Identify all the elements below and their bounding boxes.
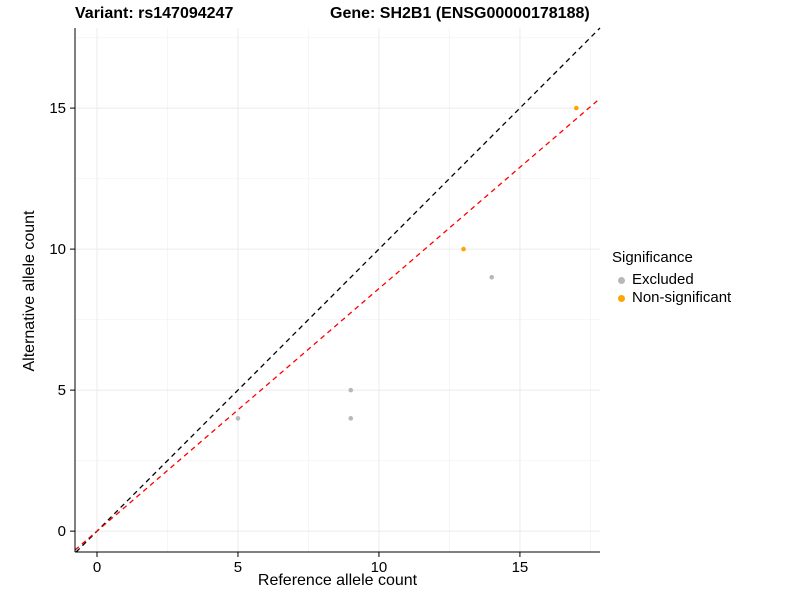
y-tick-label: 5: [58, 382, 66, 399]
legend-title: Significance: [612, 249, 693, 266]
y-axis-label: Alternative allele count: [21, 210, 38, 372]
variant-title: Variant: rs147094247: [75, 5, 234, 22]
data-point: [489, 275, 495, 280]
legend-item-label: Excluded: [632, 271, 694, 288]
gene-title: Gene: SH2B1 (ENSG00000178188): [330, 5, 590, 22]
non-significant-dot-icon: [618, 294, 625, 302]
x-axis-label: Reference allele count: [257, 572, 418, 589]
data-point: [574, 105, 579, 111]
data-point: [348, 416, 354, 421]
legend: Significance Excluded Non-significant: [612, 249, 798, 307]
legend-item-label: Non-significant: [632, 289, 732, 306]
data-point: [348, 387, 354, 393]
identity-line: [75, 27, 601, 553]
y-tick-label: 15: [49, 100, 66, 117]
x-tick-label: 5: [234, 559, 242, 576]
legend-item-non-significant: Non-significant: [612, 289, 798, 307]
data-point: [235, 416, 241, 421]
x-tick-label: 15: [512, 559, 529, 576]
x-tick-label: 0: [93, 559, 101, 576]
excluded-dot-icon: [618, 276, 625, 284]
x-tick-label: 10: [371, 559, 388, 576]
data-point: [461, 246, 466, 252]
fit-line: [74, 97, 601, 551]
y-tick-label: 0: [58, 523, 66, 540]
legend-item-excluded: Excluded: [612, 271, 798, 289]
y-tick-label: 10: [49, 241, 66, 258]
